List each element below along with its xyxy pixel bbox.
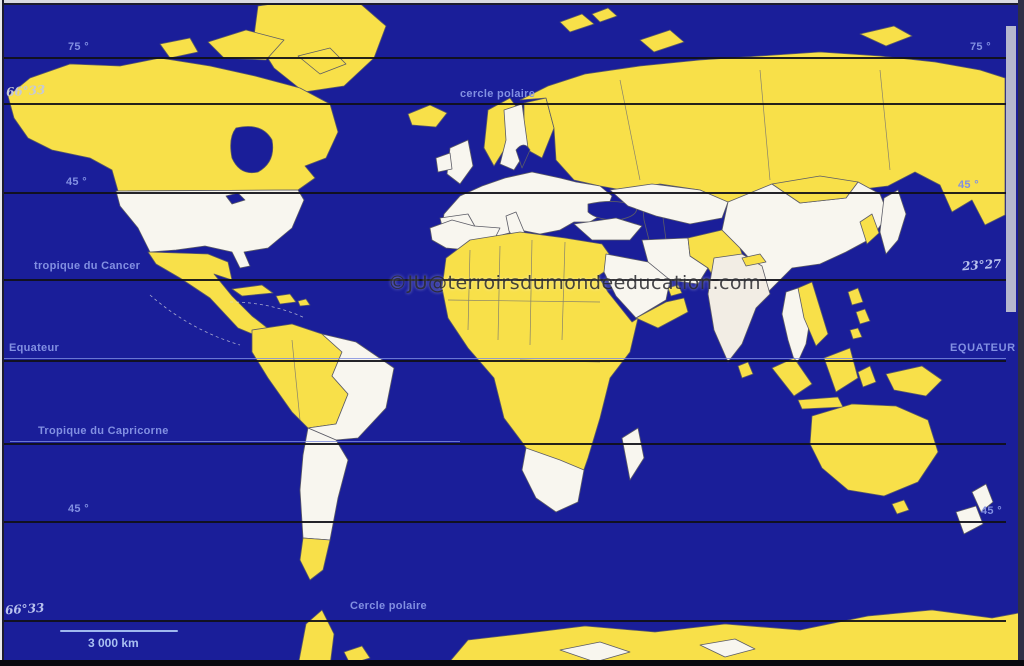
latitude-line-tropic-cancer (4, 279, 1006, 281)
hispaniola (275, 293, 297, 305)
great-lakes (225, 192, 246, 205)
latitude-line-tropic-capricorn (4, 443, 1006, 445)
tasmania (891, 499, 910, 515)
new-zealand-south (955, 505, 984, 535)
svalbard (559, 13, 595, 33)
latitude-label-45n-right: 45 ° (958, 179, 979, 191)
arctic-island-east (859, 25, 913, 47)
latitude-line-75n (4, 57, 1006, 59)
borneo (823, 347, 859, 393)
cuba (231, 284, 274, 297)
madagascar (621, 427, 645, 481)
yemen-oman (635, 297, 689, 329)
equator-highlight-line (0, 358, 1006, 359)
frame-right-edge (1018, 0, 1024, 666)
philippines (847, 287, 864, 306)
watermark-text: ©JU@terroirsdumondeeducation.com (388, 272, 762, 294)
arctic-island (297, 47, 347, 75)
maritime-boundaries (149, 294, 306, 346)
kazakhstan (609, 183, 729, 225)
new-guinea (885, 365, 943, 397)
africa (441, 231, 639, 505)
korea (859, 213, 880, 245)
caribbean-island (297, 298, 311, 307)
latitude-line-equator (4, 360, 1006, 362)
antarctic-circle-degrees-label: 66°33 (4, 600, 45, 618)
sumatra (771, 357, 813, 397)
frame-left-border (2, 0, 4, 666)
latitude-label-45s-right: 45 ° (981, 505, 1002, 517)
arctic-circle-degrees-label: 66°33 (5, 82, 46, 100)
latitude-label-75n-left: 75 ° (68, 41, 89, 53)
latitude-line-antarctic-circle (4, 620, 1006, 622)
india (707, 253, 771, 363)
australia (809, 403, 939, 497)
nepal (741, 253, 767, 267)
scale-bar-label: 3 000 km (88, 636, 139, 650)
latitude-line-45s (4, 521, 1006, 523)
scale-bar (60, 630, 178, 632)
antarctica-white-patch (559, 641, 631, 663)
arctic-circle-label: cercle polaire (460, 88, 536, 100)
usa (115, 189, 305, 269)
sulawesi (857, 365, 877, 388)
mexico-central-america (147, 251, 271, 339)
frame-top-border (0, 3, 1024, 5)
tropic-capricorn-label: Tropique du Capricorne (38, 425, 169, 437)
hudson-bay (230, 126, 274, 174)
equator-label-left: Equateur (9, 342, 60, 354)
antarctic-peninsula (297, 609, 335, 666)
gulf-state (667, 284, 683, 297)
japan (879, 189, 907, 255)
scan-artifact-strip (1006, 26, 1016, 312)
java (797, 396, 844, 410)
turkey (573, 217, 643, 241)
baltic-sea (515, 144, 531, 169)
black-sea (587, 201, 637, 221)
svalbard-island (591, 7, 618, 23)
arctic-island (159, 37, 199, 59)
mongolia (771, 175, 859, 204)
antarctica (445, 609, 1024, 666)
new-zealand-north (971, 483, 994, 513)
philippines-island (855, 308, 871, 325)
antarctic-circle-label: Cercle polaire (350, 600, 427, 612)
latitude-label-45s-left: 45 ° (68, 503, 89, 515)
latitude-line-45n (4, 192, 1006, 194)
vietnam-laos (797, 281, 829, 347)
country-borders (291, 69, 891, 421)
tropic-cancer-label: tropique du Cancer (34, 260, 141, 272)
patagonia-south (299, 537, 331, 581)
frame-left-edge (0, 0, 2, 666)
arctic-island (207, 29, 285, 61)
novaya-zemlya (639, 29, 685, 53)
southern-africa (521, 447, 585, 513)
latitude-line-arctic-circle (4, 103, 1006, 105)
sri-lanka (737, 361, 754, 379)
latitude-label-45n-left: 45 ° (66, 176, 87, 188)
iceland (407, 104, 448, 128)
ireland (435, 152, 453, 173)
arabia (603, 253, 671, 319)
latitude-label-75n-right: 75 ° (970, 41, 991, 53)
philippines-island (849, 327, 863, 340)
equator-label-right: EQUATEUR (950, 342, 1016, 354)
capricorn-highlight-line (10, 441, 460, 442)
tropic-cancer-degrees-label: 23°27 (961, 256, 1002, 274)
frame-top-edge (0, 0, 1024, 3)
frame-bottom-edge (0, 660, 1024, 666)
antarctica-white-patch (699, 638, 756, 658)
